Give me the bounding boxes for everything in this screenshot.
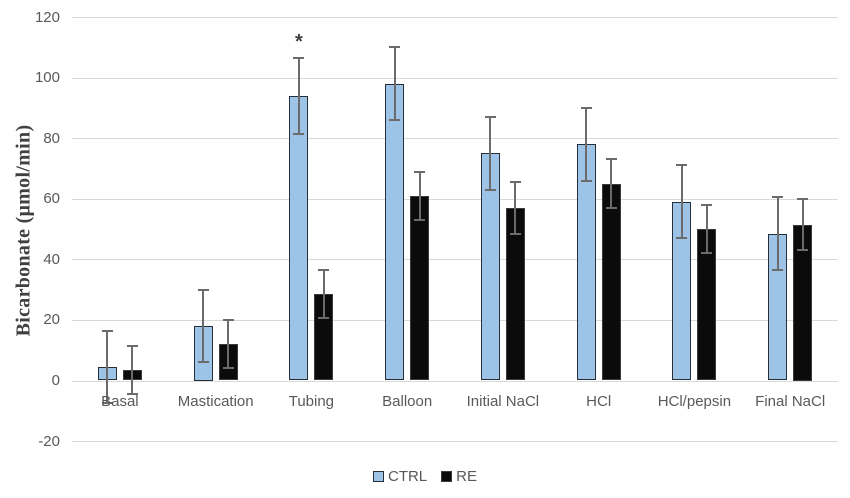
legend: CTRL RE (0, 468, 850, 485)
error-bar-cap (222, 318, 234, 321)
error-bar-cap (509, 181, 521, 184)
legend-label: RE (456, 468, 477, 485)
error-bar-cap (484, 188, 496, 191)
error-bar-cap (797, 197, 809, 200)
gridline (72, 380, 838, 382)
error-bar-cap (101, 402, 113, 405)
gridline (72, 319, 838, 321)
legend-item-ctrl: CTRL (372, 468, 428, 485)
y-tick-label: 120 (34, 8, 60, 26)
y-tick-label: 40 (43, 250, 60, 268)
error-bar-cap (414, 170, 426, 173)
error-bar-cap (797, 249, 809, 252)
y-tick-label: 0 (51, 372, 60, 389)
error-bar (776, 197, 779, 270)
error-bar-cap (101, 329, 113, 332)
error-bar (131, 345, 134, 395)
error-bar-cap (197, 288, 209, 291)
legend-swatch-ctrl (372, 471, 384, 482)
error-bar (514, 182, 517, 234)
bar-re (601, 183, 621, 381)
legend-item-re: RE (441, 468, 477, 485)
error-bar-cap (605, 158, 617, 161)
gridline (72, 441, 838, 443)
error-bar-cap (389, 46, 401, 49)
x-category-label: Initial NaCl (466, 392, 540, 410)
x-category-label: HCl/pepsin (657, 392, 732, 410)
bar-ctrl (289, 95, 309, 381)
error-bar-cap (293, 132, 305, 135)
x-category-label: Tubing (288, 392, 335, 410)
error-bar-cap (389, 119, 401, 121)
gridline (72, 17, 838, 18)
legend-label: CTRL (387, 468, 428, 485)
x-category-label: Basal (101, 392, 139, 410)
error-bar-cap (580, 179, 592, 182)
error-bar-cap (293, 56, 305, 59)
error-bar (227, 319, 230, 369)
error-bar (680, 165, 683, 239)
error-bar-cap (484, 116, 496, 118)
error-bar (801, 198, 804, 251)
gridline (72, 198, 838, 200)
error-bar (106, 330, 109, 404)
y-tick-label: 80 (43, 129, 60, 147)
error-bar (393, 47, 396, 120)
error-bar-cap (676, 237, 688, 240)
gridline (72, 259, 838, 261)
error-bar-cap (580, 106, 592, 109)
error-bar-cap (222, 367, 234, 370)
error-bar (297, 57, 300, 134)
bar-ctrl (385, 83, 405, 381)
gridline (72, 138, 838, 140)
significance-asterisk: * (294, 30, 303, 53)
bar-re (410, 195, 430, 381)
gridline (72, 77, 838, 79)
y-tick-label: 60 (43, 190, 60, 208)
x-category-label: Final NaCl (755, 392, 826, 410)
error-bar-cap (126, 344, 138, 347)
error-bar (202, 289, 205, 363)
error-bar (585, 107, 588, 181)
y-tick-label: 100 (34, 69, 60, 87)
x-category-label: Balloon (382, 392, 433, 410)
error-bar (489, 117, 492, 190)
legend-swatch-re (441, 471, 453, 482)
y-tick-label: -20 (38, 432, 60, 450)
error-bar-cap (701, 252, 713, 255)
y-tick-label: 20 (43, 311, 60, 329)
error-bar-cap (772, 196, 784, 199)
error-bar-cap (318, 317, 330, 320)
error-bar (322, 269, 325, 319)
error-bar (705, 204, 708, 254)
error-bar-cap (197, 361, 209, 364)
error-bar (418, 171, 421, 220)
error-bar (610, 159, 613, 208)
x-category-label: HCl (586, 392, 612, 410)
error-bar-cap (772, 268, 784, 271)
error-bar-cap (676, 164, 688, 167)
error-bar-cap (414, 219, 426, 221)
x-category-label: Mastication (177, 392, 254, 410)
error-bar-cap (605, 206, 617, 209)
error-bar-cap (701, 203, 713, 206)
error-bar-cap (509, 232, 521, 235)
error-bar-cap (318, 268, 330, 271)
error-bar-cap (126, 393, 138, 396)
